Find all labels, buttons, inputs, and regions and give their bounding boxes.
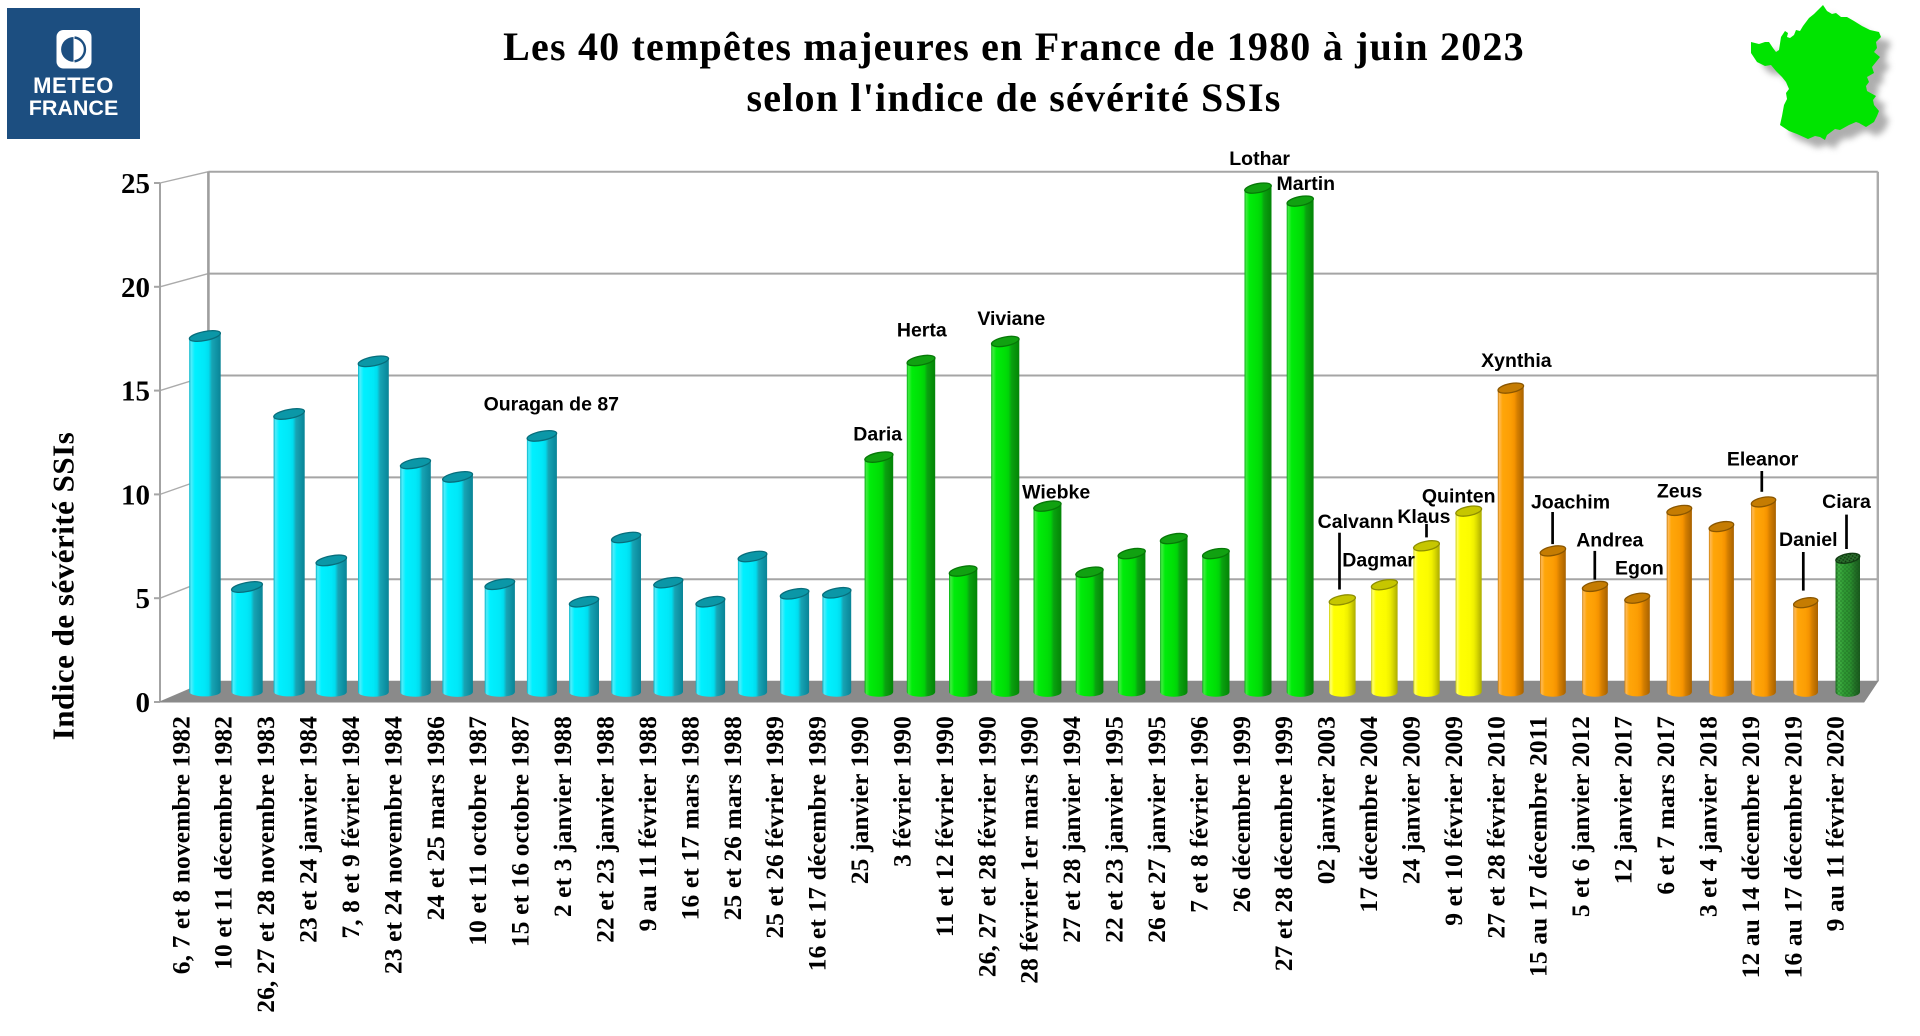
- svg-text:27 et 28 décembre 1999: 27 et 28 décembre 1999: [1269, 716, 1298, 971]
- svg-text:Joachim: Joachim: [1531, 492, 1610, 514]
- svg-text:23 et 24 janvier 1984: 23 et 24 janvier 1984: [294, 716, 323, 943]
- svg-text:Lothar: Lothar: [1229, 148, 1290, 170]
- svg-text:9 et 10 février 2009: 9 et 10 février 2009: [1439, 716, 1468, 926]
- svg-text:25 et 26 février 1989: 25 et 26 février 1989: [760, 716, 789, 939]
- svg-text:16 et 17 mars 1988: 16 et 17 mars 1988: [675, 716, 704, 920]
- svg-text:22 et 23 janvier 1995: 22 et 23 janvier 1995: [1100, 716, 1129, 943]
- svg-text:23 et 24 novembre 1984: 23 et 24 novembre 1984: [378, 716, 407, 974]
- svg-text:27 et 28 février 2010: 27 et 28 février 2010: [1481, 716, 1510, 939]
- svg-text:16 et 17 décembre 1989: 16 et 17 décembre 1989: [803, 716, 832, 971]
- svg-text:15 et 16 octobre 1987: 15 et 16 octobre 1987: [506, 716, 535, 947]
- svg-text:selon l'indice de sévérité SSI: selon l'indice de sévérité SSIs: [747, 75, 1282, 120]
- svg-text:26, 27 et 28 février 1990: 26, 27 et 28 février 1990: [972, 716, 1001, 977]
- svg-text:Calvann: Calvann: [1318, 511, 1394, 533]
- svg-text:6 et 7 mars 2017: 6 et 7 mars 2017: [1651, 716, 1680, 895]
- svg-text:Ouragan de 87: Ouragan de 87: [484, 394, 619, 416]
- svg-text:11 et 12 février 1990: 11 et 12 février 1990: [930, 716, 959, 937]
- svg-text:Indice de sévérité SSIs: Indice de sévérité SSIs: [46, 432, 81, 741]
- svg-text:24 et 25 mars 1986: 24 et 25 mars 1986: [421, 716, 450, 920]
- svg-text:Zeus: Zeus: [1657, 481, 1703, 503]
- svg-text:Klaus: Klaus: [1397, 506, 1450, 528]
- svg-text:10 et 11 octobre 1987: 10 et 11 octobre 1987: [463, 716, 492, 946]
- svg-text:25 janvier 1990: 25 janvier 1990: [845, 716, 874, 884]
- svg-text:Xynthia: Xynthia: [1481, 350, 1552, 372]
- svg-text:7 et 8 février 1996: 7 et 8 février 1996: [1184, 716, 1213, 913]
- svg-text:3 février 1990: 3 février 1990: [887, 716, 916, 867]
- svg-text:10: 10: [121, 479, 150, 511]
- svg-text:Dagmar: Dagmar: [1342, 550, 1415, 572]
- svg-text:METEO: METEO: [33, 73, 114, 98]
- svg-text:25: 25: [121, 168, 150, 200]
- svg-text:FRANCE: FRANCE: [29, 96, 119, 120]
- svg-text:Andrea: Andrea: [1576, 530, 1643, 552]
- svg-text:16 au 17 décembre 2019: 16 au 17 décembre 2019: [1778, 716, 1807, 978]
- svg-text:9 au 11 février 2020: 9 au 11 février 2020: [1821, 716, 1850, 931]
- svg-text:Herta: Herta: [897, 319, 947, 341]
- svg-text:10 et 11 décembre 1982: 10 et 11 décembre 1982: [209, 716, 238, 970]
- svg-text:20: 20: [121, 272, 150, 304]
- svg-text:0: 0: [136, 687, 151, 719]
- svg-text:12 au 14 décembre 2019: 12 au 14 décembre 2019: [1736, 716, 1765, 978]
- svg-text:Martin: Martin: [1277, 173, 1336, 195]
- svg-text:Daniel: Daniel: [1779, 529, 1838, 551]
- svg-text:2 et 3 janvier 1988: 2 et 3 janvier 1988: [548, 716, 577, 917]
- svg-text:26 et 27 janvier 1995: 26 et 27 janvier 1995: [1142, 716, 1171, 943]
- svg-text:Wiebke: Wiebke: [1022, 482, 1090, 504]
- svg-text:Eleanor: Eleanor: [1727, 449, 1799, 471]
- svg-text:Egon: Egon: [1615, 558, 1664, 580]
- svg-text:24 janvier 2009: 24 janvier 2009: [1397, 716, 1426, 884]
- svg-text:5 et 6 janvier 2012: 5 et 6 janvier 2012: [1566, 716, 1595, 917]
- svg-text:15: 15: [121, 376, 150, 408]
- svg-text:6, 7 et 8 novembre 1982: 6, 7 et 8 novembre 1982: [166, 716, 195, 974]
- svg-text:12 janvier 2017: 12 janvier 2017: [1609, 716, 1638, 884]
- svg-text:26, 27 et 28 novembre 1983: 26, 27 et 28 novembre 1983: [251, 716, 280, 1013]
- svg-text:5: 5: [136, 583, 151, 615]
- svg-text:28 février 1er mars 1990: 28 février 1er mars 1990: [1015, 716, 1044, 984]
- svg-text:3 et 4 janvier 2018: 3 et 4 janvier 2018: [1693, 716, 1722, 917]
- svg-text:Quinten: Quinten: [1422, 485, 1496, 507]
- svg-text:Daria: Daria: [853, 424, 902, 446]
- svg-text:17 décembre 2004: 17 décembre 2004: [1354, 716, 1383, 913]
- svg-text:26 décembre 1999: 26 décembre 1999: [1227, 716, 1256, 913]
- svg-text:25 et 26 mars 1988: 25 et 26 mars 1988: [718, 716, 747, 920]
- svg-text:15 au 17 décembre 2011: 15 au 17 décembre 2011: [1524, 716, 1553, 977]
- svg-text:7, 8 et 9 février 1984: 7, 8 et 9 février 1984: [336, 716, 365, 939]
- svg-text:9 au 11 février 1988: 9 au 11 février 1988: [633, 716, 662, 931]
- svg-text:Les 40 tempêtes majeures en Fr: Les 40 tempêtes majeures en France de 19…: [503, 24, 1525, 69]
- svg-text:Viviane: Viviane: [977, 308, 1045, 330]
- svg-text:22 et 23 janvier 1988: 22 et 23 janvier 1988: [591, 716, 620, 943]
- svg-text:27 et 28 janvier 1994: 27 et 28 janvier 1994: [1057, 716, 1086, 943]
- svg-text:Ciara: Ciara: [1822, 491, 1871, 513]
- svg-text:02 janvier 2003: 02 janvier 2003: [1312, 716, 1341, 884]
